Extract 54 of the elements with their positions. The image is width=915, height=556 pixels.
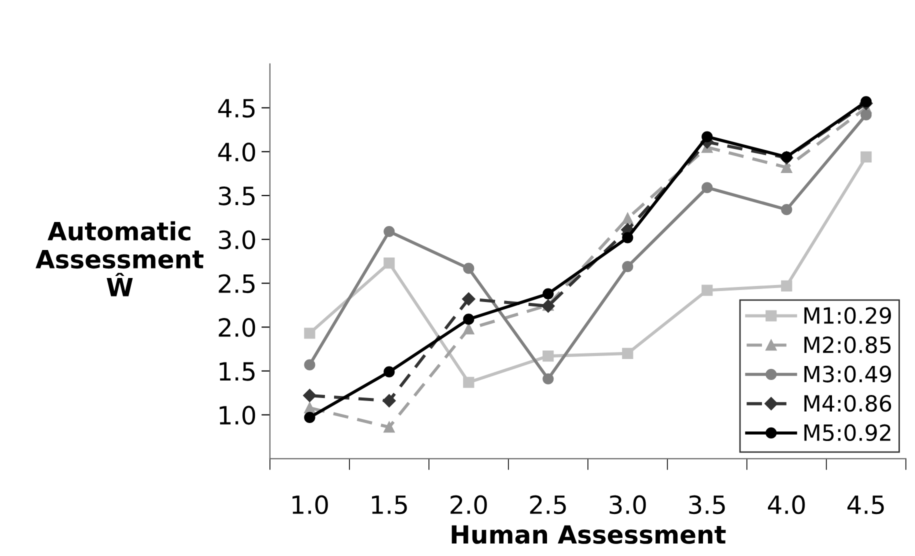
legend-label: M2:0.85	[804, 336, 891, 354]
point	[860, 96, 872, 108]
point	[304, 402, 316, 414]
y-tick-label: 1.0	[220, 406, 256, 425]
x-tick-label: 3.0	[610, 495, 646, 514]
point	[463, 323, 474, 334]
y-axis-title: Automatic Assessment Ŵ	[36, 221, 204, 296]
point	[384, 422, 395, 433]
x-tick-label: 1.0	[292, 495, 328, 514]
legend-label: M1:0.29	[804, 307, 891, 324]
legend-label: M4:0.86	[804, 394, 892, 412]
point	[860, 151, 872, 162]
y-tick-label: 4.0	[218, 142, 256, 162]
point	[622, 212, 634, 224]
point	[542, 373, 554, 384]
point	[781, 151, 792, 162]
x-tick-label: 4.5	[847, 496, 884, 514]
x-tick-label: 3.5	[689, 495, 725, 514]
point	[303, 388, 316, 402]
point	[622, 348, 634, 359]
y-tick-label: 3.0	[218, 230, 256, 250]
x-tick-label: 1.5	[372, 496, 407, 514]
point	[304, 328, 316, 339]
point	[542, 350, 554, 362]
point	[304, 359, 316, 370]
point	[382, 394, 396, 408]
y-tick-label: 3.5	[218, 186, 255, 206]
x-tick-label: 2.0	[450, 495, 487, 514]
point	[781, 204, 792, 216]
x-tick-label: 2.5	[530, 495, 566, 514]
point	[463, 314, 474, 325]
point	[304, 412, 316, 424]
legend-label: M3:0.49	[804, 366, 891, 382]
point	[781, 280, 792, 292]
legend-label: M5:0.92	[804, 424, 890, 442]
point	[622, 232, 634, 244]
x-tick-label: 4.0	[768, 495, 805, 514]
y-tick-label: 2.5	[218, 274, 255, 294]
x-axis-title: Human Assessment	[452, 525, 726, 544]
y-tick-label: 4.5	[218, 99, 255, 118]
y-tick-label: 2.0	[218, 318, 256, 337]
point	[702, 131, 713, 142]
point	[702, 284, 713, 296]
point	[384, 258, 395, 269]
point	[463, 376, 474, 388]
point	[702, 182, 713, 194]
point	[462, 292, 476, 306]
point	[384, 366, 395, 378]
y-tick-label: 1.5	[220, 362, 255, 381]
point	[463, 262, 474, 274]
point	[622, 261, 634, 272]
point	[384, 226, 395, 238]
point	[542, 288, 554, 300]
point	[860, 109, 872, 120]
